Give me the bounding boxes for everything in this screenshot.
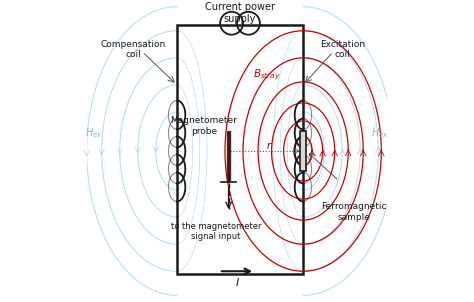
Bar xyxy=(300,131,307,171)
Bar xyxy=(227,131,230,180)
Text: to the magnetometer
signal input: to the magnetometer signal input xyxy=(171,222,261,241)
Text: Ferromagnetic
sample: Ferromagnetic sample xyxy=(321,202,387,221)
Text: Excitation
coil: Excitation coil xyxy=(319,40,365,59)
Text: Magnetometer
probe: Magnetometer probe xyxy=(171,117,237,136)
Text: $I$: $I$ xyxy=(235,276,239,288)
Bar xyxy=(177,25,303,274)
Text: $H_{ex}$: $H_{ex}$ xyxy=(85,126,103,140)
Text: $H_{ex}$: $H_{ex}$ xyxy=(371,126,389,140)
Text: Compensation
coil: Compensation coil xyxy=(100,40,166,59)
Text: Current power
supply: Current power supply xyxy=(205,2,275,24)
Text: r: r xyxy=(266,142,271,152)
Text: $B_{stray}$: $B_{stray}$ xyxy=(253,67,281,82)
